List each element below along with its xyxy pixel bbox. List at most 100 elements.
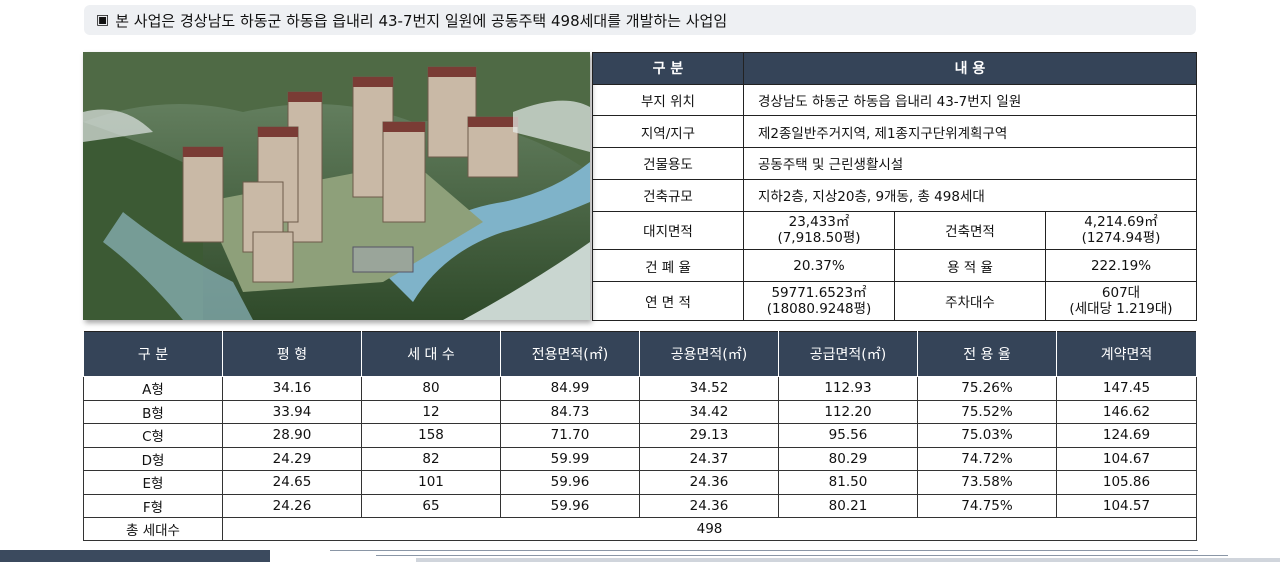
cell-households: 101	[361, 470, 501, 495]
unit-row: A형 34.16 80 84.99 34.52 112.93 75.26% 147.45	[83, 376, 1197, 401]
col-header-exclusive-area: 전용면적(㎡)	[500, 331, 640, 377]
cell-common-area: 24.36	[639, 470, 779, 495]
cell-common-area: 34.42	[639, 399, 779, 424]
building-area-pyeong: (1274.94평)	[1081, 230, 1161, 247]
footer-divider-line-2	[376, 555, 1228, 556]
cell-contract-area: 105.86	[1056, 470, 1197, 495]
building-scale-value: 지하2층, 지상20층, 9개동, 총 498세대	[743, 178, 1197, 212]
cell-supply-area: 95.56	[778, 423, 918, 448]
cell-contract-area: 146.62	[1056, 399, 1197, 424]
cell-type: E형	[83, 470, 223, 495]
col-header-pyeong: 평 형	[222, 331, 362, 377]
land-area-label: 대지면적	[592, 210, 744, 251]
col-header-type: 구 분	[83, 331, 223, 377]
cell-exclusive-area: 59.96	[500, 493, 640, 518]
building-area-label: 건축면적	[894, 210, 1046, 251]
land-area-value: 23,433㎡	[788, 214, 850, 231]
cell-exclusive-ratio: 75.26%	[917, 376, 1057, 401]
total-households-value: 498	[222, 517, 1197, 541]
cell-common-area: 29.13	[639, 423, 779, 448]
project-summary-banner: ▣ 본 사업은 경상남도 하동군 하동읍 읍내리 43-7번지 일원에 공동주택…	[84, 5, 1196, 35]
footer-divider-line	[330, 550, 1198, 551]
total-floor-area-value: 59771.6523㎡	[771, 285, 867, 302]
cell-supply-area: 80.21	[778, 493, 918, 518]
cell-pyeong: 24.26	[222, 493, 362, 518]
cell-contract-area: 147.45	[1056, 376, 1197, 401]
building-area-cell: 4,214.69㎡ (1274.94평)	[1045, 210, 1197, 251]
total-floor-area-pyeong: (18080.9248평)	[766, 301, 872, 318]
cell-pyeong: 24.29	[222, 446, 362, 471]
unit-row: D형 24.29 82 59.99 24.37 80.29 74.72% 104.67	[83, 446, 1197, 471]
cell-type: C형	[83, 423, 223, 448]
cell-exclusive-ratio: 73.58%	[917, 470, 1057, 495]
unit-row: E형 24.65 101 59.96 24.36 81.50 73.58% 105.86	[83, 470, 1197, 495]
total-households-row: 총 세대수 498	[83, 517, 1197, 541]
cell-exclusive-ratio: 74.72%	[917, 446, 1057, 471]
cell-contract-area: 104.67	[1056, 446, 1197, 471]
col-header-households: 세 대 수	[361, 331, 501, 377]
col-header-common-area: 공용면적(㎡)	[639, 331, 779, 377]
zone-value: 제2종일반주거지역, 제1종지구단위계획구역	[743, 115, 1197, 149]
cell-households: 12	[361, 399, 501, 424]
cell-contract-area: 104.57	[1056, 493, 1197, 518]
unit-row: F형 24.26 65 59.96 24.36 80.21 74.75% 104.57	[83, 493, 1197, 518]
zone-label: 지역/지구	[592, 115, 744, 149]
building-use-label: 건물용도	[592, 147, 744, 180]
cell-common-area: 34.52	[639, 376, 779, 401]
cell-exclusive-area: 84.73	[500, 399, 640, 424]
col-header-contract-area: 계약면적	[1056, 331, 1197, 377]
cell-exclusive-ratio: 75.52%	[917, 399, 1057, 424]
floor-area-ratio-value: 222.19%	[1045, 249, 1197, 283]
total-floor-area-label: 연 면 적	[592, 281, 744, 321]
site-location-label: 부지 위치	[592, 83, 744, 117]
aerial-rendering-image	[83, 52, 590, 320]
cell-type: D형	[83, 446, 223, 471]
project-overview-table: 구 분 내 용 부지 위치 경상남도 하동군 하동읍 읍내리 43-7번지 일원…	[592, 52, 1197, 321]
parking-cell: 607대 (세대당 1.219대)	[1045, 281, 1197, 321]
cell-supply-area: 81.50	[778, 470, 918, 495]
cell-exclusive-area: 59.96	[500, 470, 640, 495]
header-category: 구 분	[592, 52, 744, 85]
project-summary-text: 본 사업은 경상남도 하동군 하동읍 읍내리 43-7번지 일원에 공동주택 4…	[115, 11, 728, 30]
cell-common-area: 24.37	[639, 446, 779, 471]
col-header-supply-area: 공급면적(㎡)	[778, 331, 918, 377]
total-floor-area-cell: 59771.6523㎡ (18080.9248평)	[743, 281, 895, 321]
cell-pyeong: 34.16	[222, 376, 362, 401]
cell-type: F형	[83, 493, 223, 518]
cell-households: 82	[361, 446, 501, 471]
cell-supply-area: 80.29	[778, 446, 918, 471]
coverage-ratio-label: 건 폐 율	[592, 249, 744, 283]
footer-dark-bar	[0, 550, 270, 562]
cell-households: 80	[361, 376, 501, 401]
cell-pyeong: 28.90	[222, 423, 362, 448]
col-header-exclusive-ratio: 전 용 율	[917, 331, 1057, 377]
parking-per-unit: (세대당 1.219대)	[1069, 301, 1173, 318]
cell-exclusive-area: 84.99	[500, 376, 640, 401]
unit-row: B형 33.94 12 84.73 34.42 112.20 75.52% 146.62	[83, 399, 1197, 424]
cell-households: 158	[361, 423, 501, 448]
cell-exclusive-ratio: 75.03%	[917, 423, 1057, 448]
building-use-value: 공동주택 및 근린생활시설	[743, 147, 1197, 180]
building-scale-label: 건축규모	[592, 178, 744, 212]
cell-exclusive-ratio: 74.75%	[917, 493, 1057, 518]
cell-type: A형	[83, 376, 223, 401]
header-content: 내 용	[743, 52, 1197, 85]
unit-table-header-row: 구 분 평 형 세 대 수 전용면적(㎡) 공용면적(㎡) 공급면적(㎡) 전 …	[83, 331, 1197, 377]
floor-area-ratio-label: 용 적 율	[894, 249, 1046, 283]
cell-exclusive-area: 71.70	[500, 423, 640, 448]
total-households-label: 총 세대수	[83, 517, 223, 541]
land-area-pyeong: (7,918.50평)	[777, 230, 861, 247]
bullet-square-icon: ▣	[96, 12, 110, 28]
cell-supply-area: 112.20	[778, 399, 918, 424]
cell-contract-area: 124.69	[1056, 423, 1197, 448]
cell-exclusive-area: 59.99	[500, 446, 640, 471]
footer-light-bar	[416, 558, 1280, 562]
unit-type-table: 구 분 평 형 세 대 수 전용면적(㎡) 공용면적(㎡) 공급면적(㎡) 전 …	[83, 331, 1197, 541]
cell-pyeong: 33.94	[222, 399, 362, 424]
site-location-value: 경상남도 하동군 하동읍 읍내리 43-7번지 일원	[743, 83, 1197, 117]
parking-value: 607대	[1101, 285, 1141, 302]
cell-common-area: 24.36	[639, 493, 779, 518]
cell-households: 65	[361, 493, 501, 518]
cell-pyeong: 24.65	[222, 470, 362, 495]
cell-type: B형	[83, 399, 223, 424]
